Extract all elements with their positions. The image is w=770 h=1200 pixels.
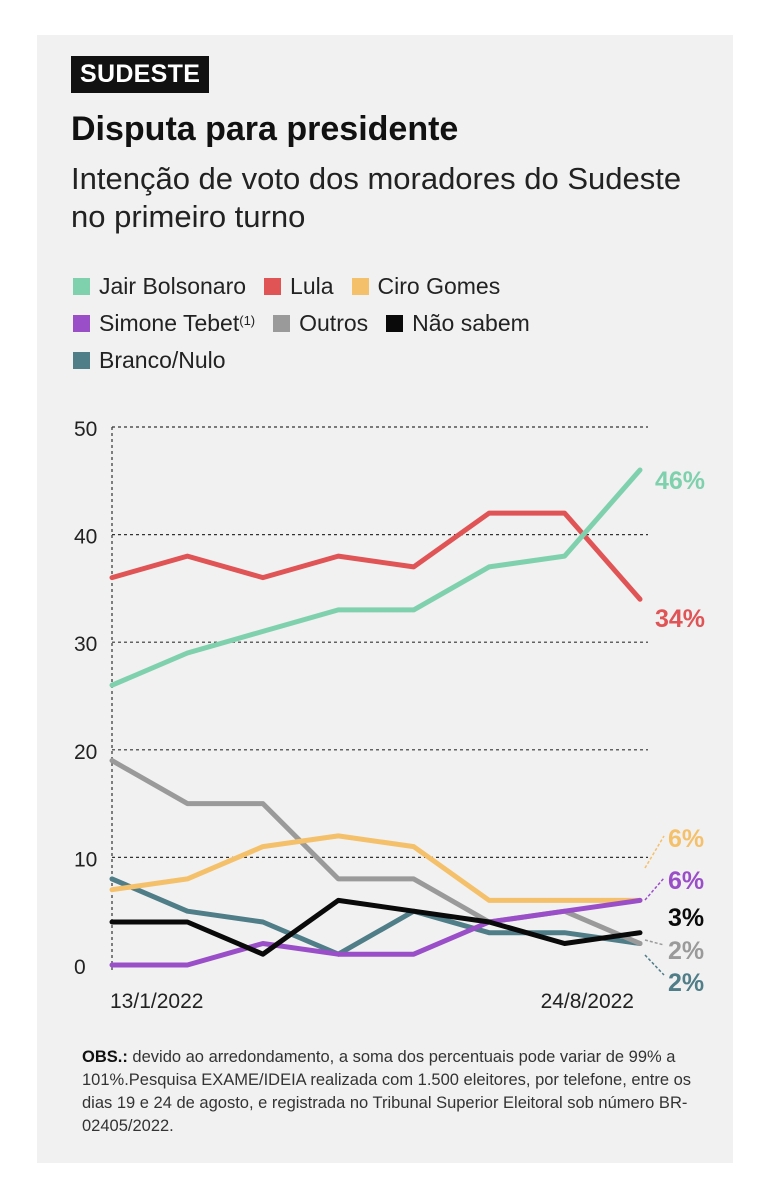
region-tag: SUDESTE <box>71 56 210 93</box>
legend-row: Jair Bolsonaro Lula Ciro Gomes <box>73 268 693 305</box>
legend-swatch <box>351 278 369 295</box>
chart-title: Disputa para presidente <box>71 110 459 148</box>
legend-swatch <box>386 315 404 332</box>
label-leader-line <box>644 835 665 869</box>
end-value-label: 2% <box>668 969 704 997</box>
legend-item-branco-nulo: Branco/Nulo <box>73 347 226 374</box>
legend-swatch <box>73 278 90 295</box>
label-leader-line <box>644 877 665 901</box>
end-value-label: 34% <box>655 605 705 633</box>
series-line <box>109 758 643 946</box>
legend-label: Não sabem <box>412 310 530 336</box>
legend: Jair Bolsonaro Lula Ciro Gomes Simone Te… <box>73 268 693 379</box>
series-line <box>109 467 643 688</box>
series-line <box>109 897 643 968</box>
legend-item-nao-sabem: Não sabem <box>386 310 530 337</box>
legend-label: Jair Bolsonaro <box>99 273 247 299</box>
legend-item-tebet: Simone Tebet (1) <box>73 310 255 337</box>
legend-swatch <box>73 315 90 332</box>
y-tick-label: 40 <box>74 526 97 549</box>
legend-label: Branco/Nulo <box>99 347 226 373</box>
legend-label: Ciro Gomes <box>377 273 501 299</box>
y-tick-label: 0 <box>74 956 86 979</box>
legend-row: Simone Tebet (1) Outros Não sabem <box>73 305 693 342</box>
x-tick-label: 13/1/2022 <box>110 990 203 1013</box>
legend-item-outros: Outros <box>273 310 368 337</box>
x-tick-label: 24/8/2022 <box>541 990 634 1013</box>
end-value-label: 6% <box>668 867 704 895</box>
legend-label: Lula <box>290 273 334 299</box>
chart-subtitle: Intenção de voto dos moradores do Sudest… <box>71 161 682 234</box>
footnote-label: OBS.: <box>82 1048 128 1066</box>
legend-row: Branco/Nulo <box>73 342 693 379</box>
end-value-label: 2% <box>668 937 704 965</box>
label-leader-line <box>644 939 665 946</box>
y-tick-label: 30 <box>74 633 97 656</box>
legend-swatch <box>264 278 282 295</box>
card-background <box>37 35 733 1163</box>
legend-item-ciro: Ciro Gomes <box>351 273 501 300</box>
legend-swatch <box>273 315 291 332</box>
footnote-text: devido ao arredondamento, a soma dos per… <box>82 1048 692 1135</box>
series-line <box>109 876 643 957</box>
legend-label: Outros <box>299 310 369 336</box>
legend-swatch <box>73 352 90 369</box>
y-tick-label: 20 <box>74 741 97 764</box>
end-value-label: 46% <box>655 467 705 495</box>
series-line <box>109 897 643 957</box>
series-line <box>109 510 643 602</box>
label-leader-line <box>644 954 665 976</box>
legend-item-bolsonaro: Jair Bolsonaro <box>73 273 246 300</box>
y-tick-label: 10 <box>74 848 97 871</box>
legend-footnote: (1) <box>239 313 256 328</box>
legend-label: Simone Tebet <box>99 310 240 336</box>
end-value-label: 3% <box>668 904 704 932</box>
legend-item-lula: Lula <box>264 273 334 300</box>
y-tick-label: 50 <box>74 418 97 441</box>
footnote: OBS.: devido ao arredondamento, a soma d… <box>82 1046 712 1138</box>
series-line <box>109 833 643 903</box>
end-value-label: 6% <box>668 825 704 853</box>
